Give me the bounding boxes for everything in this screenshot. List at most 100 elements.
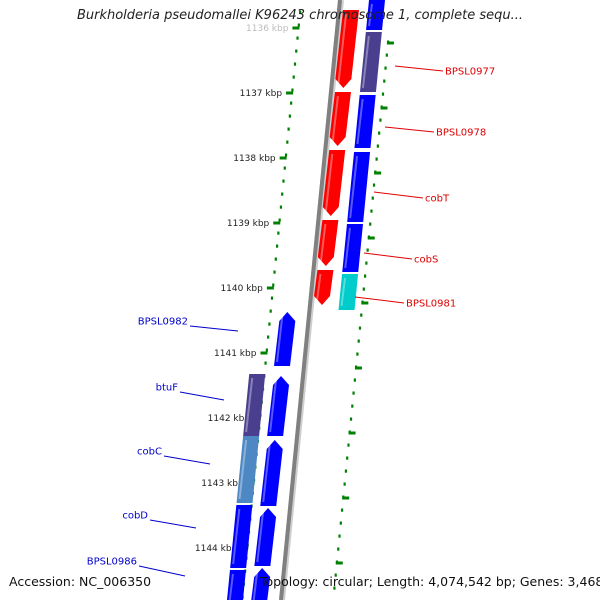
gene-arrow-cobT xyxy=(322,150,346,216)
gene-label-cobC[interactable]: cobC xyxy=(137,447,162,458)
tick-mark xyxy=(292,26,300,30)
tick-mark xyxy=(279,156,287,160)
tick-dot xyxy=(282,179,285,183)
gene-arrow-cobC xyxy=(260,440,283,506)
tick-dot xyxy=(384,66,387,70)
gene-label-cobS[interactable]: cobS xyxy=(414,255,438,266)
tick-dot xyxy=(333,586,336,590)
tick-dot xyxy=(379,118,382,122)
tick-dot xyxy=(277,231,280,235)
tick-dot xyxy=(370,209,373,213)
tick-mark xyxy=(286,91,294,95)
tick-label: 1143 kbp xyxy=(201,479,244,489)
tick-dot xyxy=(279,205,283,209)
gene-leader-line xyxy=(163,455,211,465)
tick-label: 1136 kbp xyxy=(246,24,289,34)
tick-dot xyxy=(351,404,354,408)
tick-dot xyxy=(292,75,295,79)
tick-dot xyxy=(267,335,270,339)
tick-dot xyxy=(265,348,268,352)
gene-leader-line xyxy=(189,325,239,332)
tick-label: 1138 kbp xyxy=(233,154,276,164)
tick-mark xyxy=(335,561,343,565)
cds-block-btuF xyxy=(243,374,266,436)
gene-leader-line xyxy=(138,565,186,577)
gene-label-BPSL0986[interactable]: BPSL0986 xyxy=(87,557,137,568)
cds-block-cobC xyxy=(236,436,260,503)
tick-dot xyxy=(286,140,289,144)
tick-mark xyxy=(348,431,356,435)
tick-label: 1140 kbp xyxy=(220,284,263,294)
tick-label: 1139 kbp xyxy=(227,219,270,229)
cds-block-BPSL0981 xyxy=(338,274,359,310)
tick-dot xyxy=(365,261,368,265)
tick-dot xyxy=(383,79,386,83)
features xyxy=(226,0,385,600)
tick-dot xyxy=(283,166,286,170)
gene-label-BPSL0982[interactable]: BPSL0982 xyxy=(138,317,188,328)
tick-dot xyxy=(268,322,271,326)
gene-label-BPSL0981[interactable]: BPSL0981 xyxy=(406,299,456,310)
tick-label: 1141 kbp xyxy=(214,349,257,359)
tick-dot xyxy=(273,270,276,274)
tick-dot xyxy=(356,352,359,356)
cds-block-BPSL0977 xyxy=(359,32,382,92)
tick-dot xyxy=(272,283,275,287)
tick-dot xyxy=(363,274,367,278)
tick-dot xyxy=(357,339,360,343)
tick-dot xyxy=(366,248,369,252)
tick-dot xyxy=(340,508,344,512)
gene-arrow-cobS xyxy=(317,220,339,266)
tick-dot xyxy=(339,521,342,525)
tick-dot xyxy=(352,391,355,395)
gene-leader-line xyxy=(354,296,405,304)
tick-dot xyxy=(346,456,349,460)
tick-mark xyxy=(273,221,281,225)
cds-block-BPSL0986 xyxy=(226,570,246,600)
tick-dot xyxy=(264,361,267,365)
tick-dot xyxy=(371,196,374,200)
tick-dot xyxy=(278,218,281,222)
gene-leader-line xyxy=(394,65,444,72)
tick-dot xyxy=(295,49,298,53)
gene-label-BPSL0978[interactable]: BPSL0978 xyxy=(436,128,486,139)
tick-dot xyxy=(369,222,372,226)
tick-dot xyxy=(372,183,376,187)
cds-block-cobS xyxy=(342,224,363,272)
gene-arrow-BPSL0986 xyxy=(251,568,271,600)
cds-block-cobT xyxy=(347,152,371,222)
tick-dot xyxy=(293,62,297,66)
tick-dot xyxy=(358,326,362,330)
gene-leader-line xyxy=(149,519,197,529)
tick-dot xyxy=(349,417,353,421)
gene-label-btuF[interactable]: btuF xyxy=(156,383,179,394)
tick-dot xyxy=(362,287,365,291)
tick-dot xyxy=(296,36,299,40)
gene-leader-line xyxy=(373,191,424,199)
tick-mark xyxy=(266,286,274,290)
tick-dot xyxy=(274,257,277,261)
tick-label: 1144 kbp xyxy=(195,544,238,554)
tick-dot xyxy=(337,547,340,551)
tick-dot xyxy=(338,534,341,538)
tick-label: 1137 kbp xyxy=(240,89,283,99)
gene-arrow-btuF xyxy=(267,376,290,436)
cds-block-top xyxy=(366,0,385,30)
tick-mark xyxy=(367,236,375,240)
backbone xyxy=(279,0,342,600)
topology-text: Topology: circular; Length: 4,074,542 bp… xyxy=(260,574,600,589)
gene-label-cobT[interactable]: cobT xyxy=(425,194,450,205)
gene-label-BPSL0977[interactable]: BPSL0977 xyxy=(445,67,495,78)
cds-block-cobD xyxy=(230,505,253,568)
tick-dot xyxy=(299,10,302,14)
gene-label-cobD[interactable]: cobD xyxy=(122,511,148,522)
tick-dot xyxy=(288,114,291,118)
gene-leader-line xyxy=(384,126,435,133)
gene-arrow-BPSL0977 xyxy=(335,10,360,88)
tick-dot xyxy=(269,309,272,313)
tick-mark xyxy=(260,351,268,355)
gene-arrow-BPSL0981 xyxy=(314,270,334,305)
gene-leader-line xyxy=(363,252,413,260)
gene-arrow-cobD xyxy=(254,508,277,566)
